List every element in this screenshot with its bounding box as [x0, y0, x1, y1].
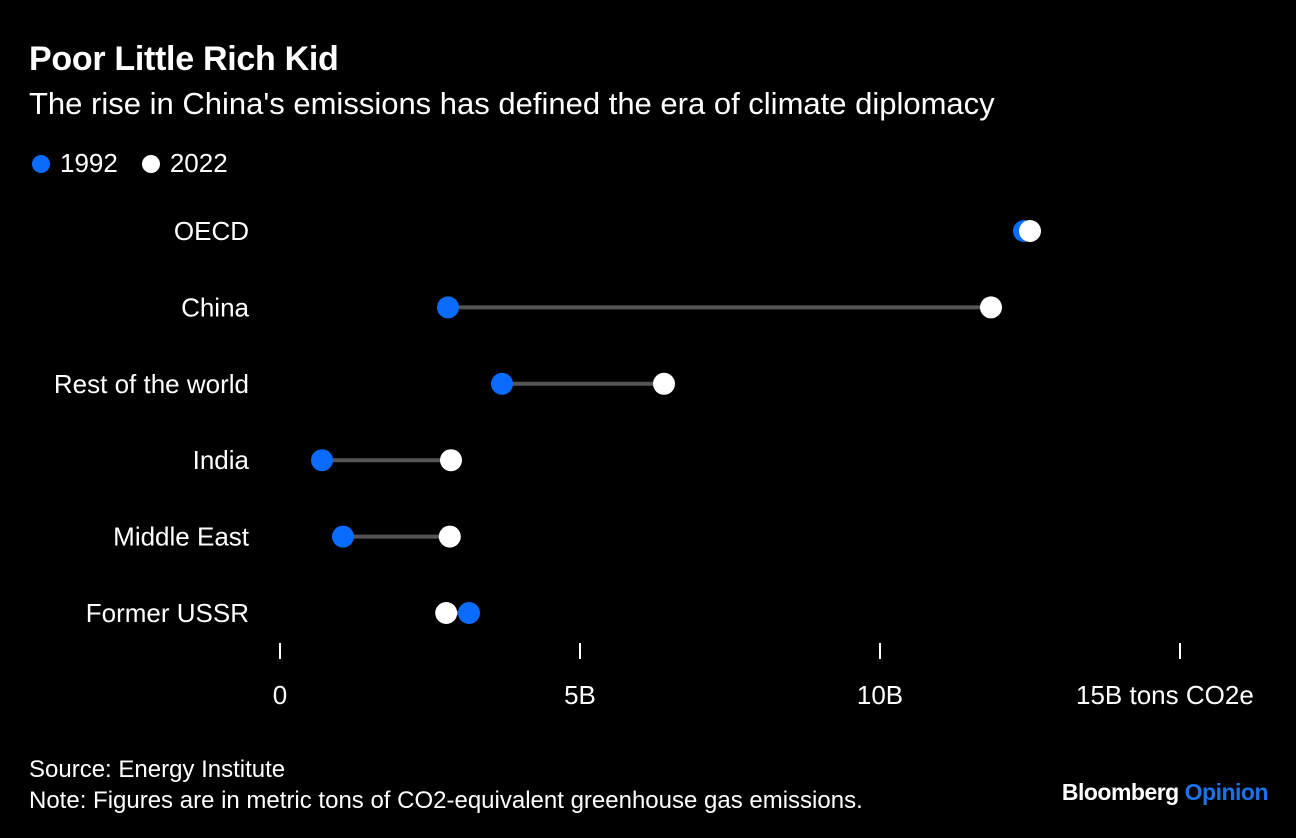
chart-subtitle: The rise in China's emissions has define…	[29, 86, 995, 121]
point-middle-east-2022	[438, 525, 461, 548]
point-rest-of-the-world-1992	[491, 372, 513, 395]
point-middle-east-1992	[332, 525, 354, 548]
dumbbell-chart: OECD China Rest of the world India Middle Ea…	[54, 216, 1254, 710]
point-china-2022	[980, 296, 1002, 319]
point-rest-of-the-world-2022	[653, 372, 675, 395]
category-label-former-ussr: Former USSR	[86, 598, 249, 628]
tick-label-10: 10B	[857, 680, 903, 710]
point-oecd-2022	[1019, 220, 1041, 242]
tick-label-15: 15B tons CO2e	[1076, 680, 1254, 710]
legend-item-1992: 1992	[32, 148, 118, 179]
category-label-rest-of-the-world: Rest of the world	[54, 369, 249, 399]
legend-label-2022: 2022	[169, 148, 228, 178]
category-label-oecd: OECD	[174, 216, 249, 246]
legend-label-1992: 1992	[60, 148, 118, 178]
legend-swatch-1992	[32, 154, 50, 173]
brand-logo: Bloomberg Opinion	[1061, 779, 1269, 806]
tick-label-5: 5B	[564, 680, 596, 710]
source-note: Source: Energy Institute	[29, 756, 286, 783]
chart-title: Poor Little Rich Kid	[29, 40, 339, 78]
category-label-middle-east: Middle East	[113, 522, 250, 552]
point-former-ussr-1992	[458, 602, 480, 624]
legend: 1992 2022	[32, 148, 252, 179]
methodology-note: Note: Figures are in metric tons of CO2-…	[29, 787, 863, 814]
category-label-india: India	[193, 445, 250, 475]
point-former-ussr-2022	[435, 602, 458, 624]
point-india-1992	[311, 449, 333, 472]
legend-item-2022: 2022	[141, 148, 228, 179]
brand-section: Opinion	[1184, 779, 1269, 805]
brand-name: Bloomberg	[1061, 779, 1179, 805]
tick-label-0: 0	[273, 680, 287, 710]
point-india-2022	[440, 449, 462, 472]
footer: Source: Energy Institute Note: Figures a…	[29, 754, 863, 816]
legend-swatch-2022	[141, 154, 160, 173]
category-label-china: China	[181, 292, 249, 322]
point-china-1992	[437, 296, 459, 319]
